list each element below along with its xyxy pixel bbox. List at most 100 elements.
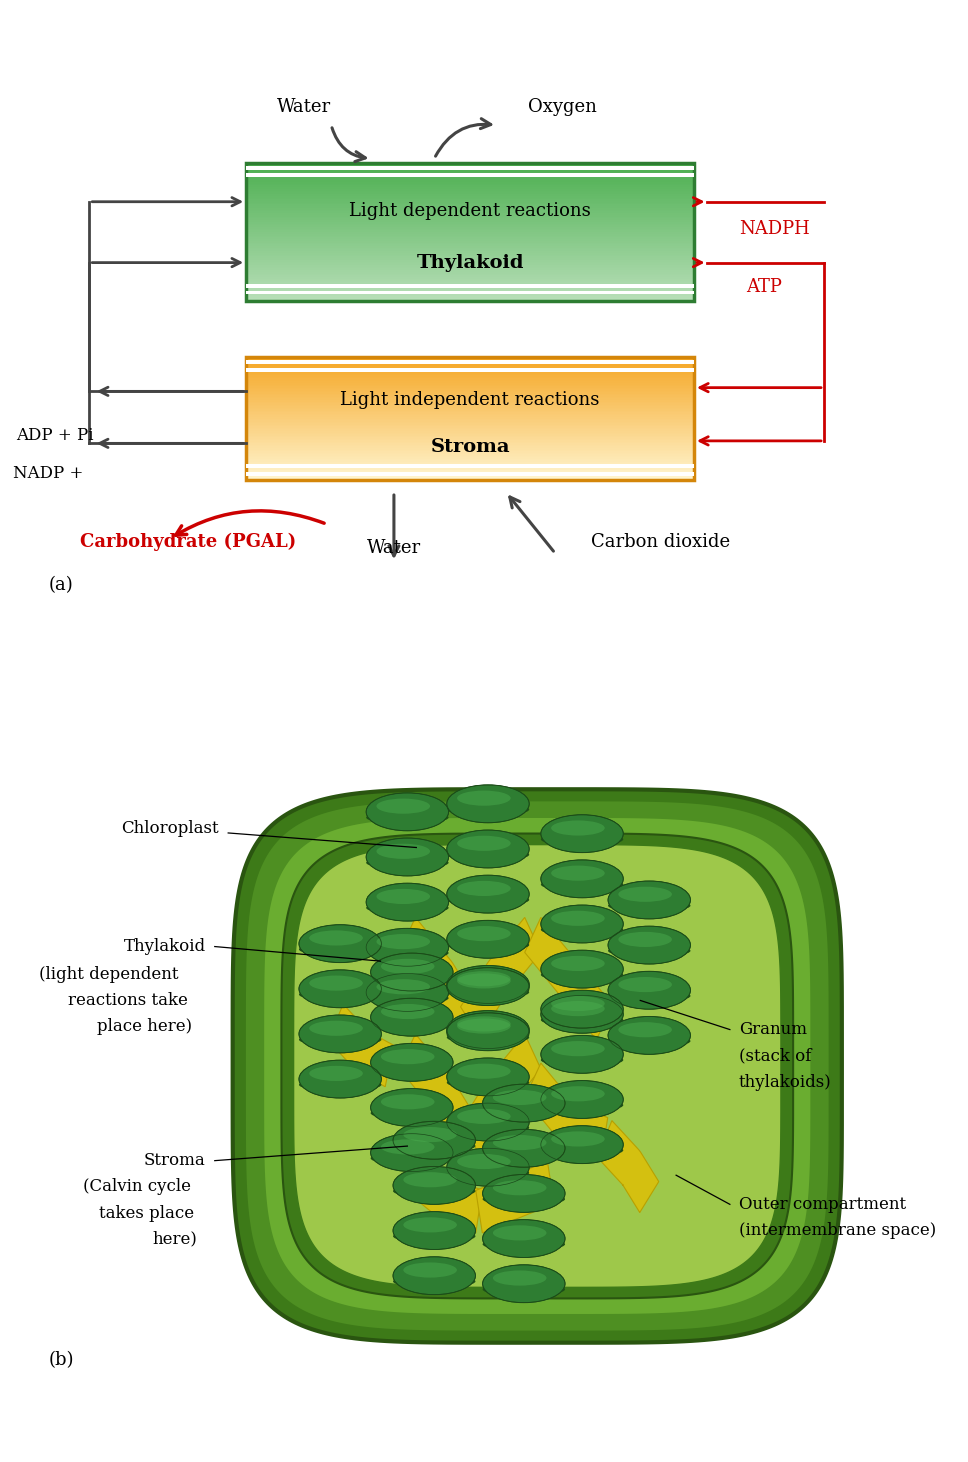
Bar xyxy=(246,180,694,181)
Bar xyxy=(246,289,694,291)
Text: Carbon dioxide: Carbon dioxide xyxy=(591,532,730,551)
Bar xyxy=(246,459,694,461)
Ellipse shape xyxy=(483,1219,565,1257)
Bar xyxy=(246,241,694,243)
Bar xyxy=(246,240,694,241)
Bar xyxy=(246,402,694,404)
Bar xyxy=(246,272,694,273)
Text: (a): (a) xyxy=(49,576,74,595)
Bar xyxy=(246,396,694,399)
Ellipse shape xyxy=(309,1066,363,1080)
Ellipse shape xyxy=(457,1016,511,1032)
Polygon shape xyxy=(476,1161,554,1232)
Ellipse shape xyxy=(541,990,623,1028)
Ellipse shape xyxy=(371,1016,453,1029)
Ellipse shape xyxy=(619,1022,672,1038)
Bar xyxy=(246,361,694,364)
Bar xyxy=(246,263,694,265)
Bar xyxy=(246,234,694,235)
Bar xyxy=(246,463,694,465)
Bar xyxy=(246,194,694,196)
Ellipse shape xyxy=(371,1152,453,1165)
Bar xyxy=(246,224,694,225)
Bar xyxy=(246,297,694,298)
Bar xyxy=(246,218,694,221)
Polygon shape xyxy=(597,1121,659,1212)
Bar xyxy=(246,380,694,382)
Ellipse shape xyxy=(457,882,511,896)
Bar xyxy=(246,167,694,170)
Ellipse shape xyxy=(608,882,690,920)
Ellipse shape xyxy=(404,1173,457,1187)
Text: Water: Water xyxy=(367,539,421,557)
Ellipse shape xyxy=(447,939,529,952)
Bar xyxy=(246,170,694,171)
Bar xyxy=(246,288,694,289)
Bar xyxy=(246,177,694,178)
Bar xyxy=(246,247,694,250)
Ellipse shape xyxy=(541,1035,623,1073)
Bar xyxy=(246,291,694,294)
Text: (b): (b) xyxy=(49,1351,75,1370)
Bar xyxy=(246,425,694,427)
Bar xyxy=(246,215,694,216)
Ellipse shape xyxy=(483,1148,565,1161)
Bar xyxy=(246,415,694,417)
Polygon shape xyxy=(293,845,781,1288)
Text: ATP: ATP xyxy=(746,278,782,295)
Ellipse shape xyxy=(366,838,448,876)
Bar xyxy=(246,168,694,170)
Ellipse shape xyxy=(447,1031,529,1044)
FancyArrowPatch shape xyxy=(175,510,324,535)
Bar xyxy=(246,186,694,187)
Ellipse shape xyxy=(608,1016,690,1054)
Ellipse shape xyxy=(457,925,511,942)
Bar xyxy=(246,254,694,256)
Bar xyxy=(246,216,694,218)
Ellipse shape xyxy=(381,1050,435,1064)
Bar xyxy=(246,253,694,254)
Ellipse shape xyxy=(493,1135,547,1151)
Ellipse shape xyxy=(541,860,623,898)
Bar xyxy=(246,246,694,247)
Bar xyxy=(246,393,694,395)
Bar xyxy=(246,279,694,281)
Bar xyxy=(246,193,694,194)
Ellipse shape xyxy=(493,1270,547,1285)
Ellipse shape xyxy=(447,1148,529,1186)
Ellipse shape xyxy=(447,921,529,958)
Bar xyxy=(246,269,694,270)
Bar xyxy=(246,284,694,288)
Bar xyxy=(246,408,694,409)
Bar xyxy=(246,284,694,285)
Polygon shape xyxy=(402,1148,482,1232)
Polygon shape xyxy=(232,789,842,1342)
Bar xyxy=(246,213,694,215)
Ellipse shape xyxy=(619,931,672,947)
Ellipse shape xyxy=(377,844,430,858)
Ellipse shape xyxy=(483,1282,565,1295)
Ellipse shape xyxy=(541,968,623,981)
Ellipse shape xyxy=(483,1174,565,1212)
Bar xyxy=(246,442,694,443)
Bar xyxy=(246,456,694,458)
Bar xyxy=(246,358,694,360)
Ellipse shape xyxy=(371,1089,453,1126)
Bar xyxy=(246,187,694,189)
Ellipse shape xyxy=(371,1133,453,1171)
Bar xyxy=(246,262,694,263)
Bar xyxy=(246,377,694,379)
Polygon shape xyxy=(525,918,613,1039)
Ellipse shape xyxy=(447,1058,529,1096)
Ellipse shape xyxy=(541,1126,623,1164)
Ellipse shape xyxy=(366,974,448,1012)
Bar xyxy=(246,171,694,174)
Text: place here): place here) xyxy=(97,1018,193,1035)
Bar xyxy=(246,386,694,387)
Bar xyxy=(246,178,694,180)
Bar xyxy=(246,449,694,452)
Ellipse shape xyxy=(381,1094,435,1110)
Bar xyxy=(246,202,694,203)
Bar xyxy=(246,197,694,199)
Bar xyxy=(246,437,694,439)
